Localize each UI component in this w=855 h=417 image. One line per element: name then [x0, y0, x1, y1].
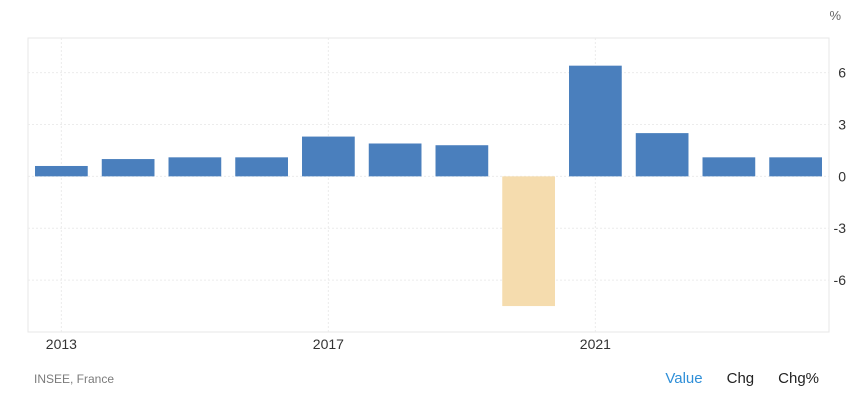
- y-tick-label: 3: [838, 116, 846, 132]
- bar-2015[interactable]: [168, 157, 222, 177]
- y-tick-label: 0: [838, 168, 846, 184]
- chart-tabs: Value Chg Chg%: [641, 370, 819, 387]
- grid-layer: [27, 37, 830, 333]
- bar-2014[interactable]: [101, 159, 155, 177]
- bar-2022[interactable]: [635, 133, 689, 177]
- x-tick-label: 2021: [580, 336, 611, 352]
- source-label: INSEE, France: [34, 372, 115, 386]
- bar-2019[interactable]: [435, 145, 489, 177]
- tab-chg-percent[interactable]: Chg%: [778, 370, 819, 387]
- bar-2023[interactable]: [702, 157, 756, 177]
- y-tick-label: 6: [838, 65, 846, 81]
- tab-value[interactable]: Value: [665, 370, 703, 387]
- bar-2018[interactable]: [368, 143, 422, 177]
- tab-chg[interactable]: Chg: [726, 370, 755, 387]
- bars-layer: [35, 65, 822, 307]
- x-tick-label: 2013: [46, 336, 77, 352]
- bar-2016[interactable]: [235, 157, 288, 177]
- y-tick-label: -6: [834, 272, 847, 288]
- y-tick-label: -3: [834, 220, 847, 236]
- bar-2024[interactable]: [769, 157, 822, 177]
- axis-layer: 6 3 0 -3 -6 2013 2017 2021: [46, 65, 846, 352]
- unit-label: %: [829, 8, 841, 23]
- bar-2021[interactable]: [569, 65, 622, 177]
- bar-2013[interactable]: [35, 165, 88, 177]
- bar-2020[interactable]: [502, 176, 555, 307]
- x-tick-label: 2017: [313, 336, 344, 352]
- bar-2017[interactable]: [302, 136, 355, 177]
- plot-border: [27, 37, 830, 333]
